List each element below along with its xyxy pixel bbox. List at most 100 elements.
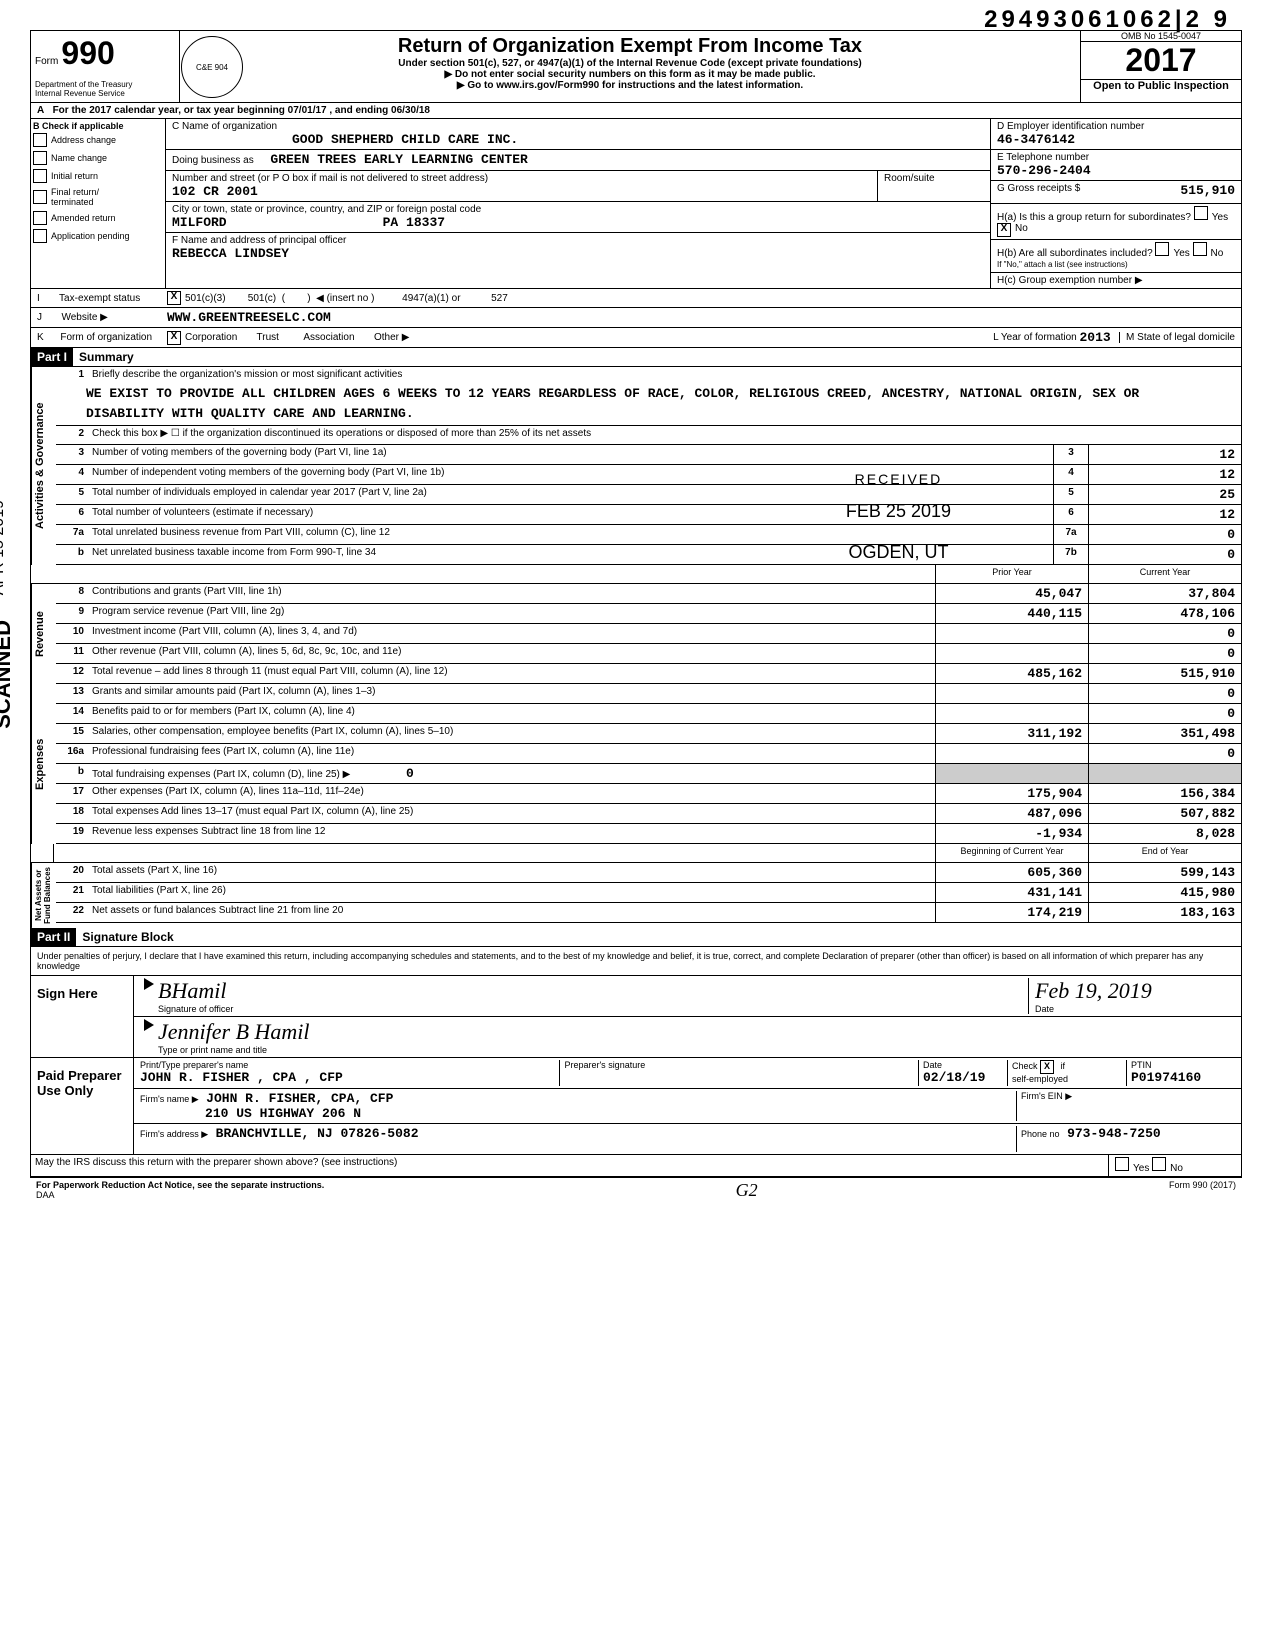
revenue-block: Revenue 8Contributions and grants (Part …: [31, 584, 1241, 684]
section-a: A For the 2017 calendar year, or tax yea…: [31, 103, 1241, 119]
dba-row: Doing business as GREEN TREES EARLY LEAR…: [166, 150, 990, 171]
city-row: City or town, state or province, country…: [166, 202, 990, 233]
addr-row: Number and street (or P O box if mail is…: [166, 171, 990, 202]
firm-name: JOHN R. FISHER, CPA, CFP: [206, 1091, 393, 1106]
cb-pending[interactable]: Application pending: [33, 227, 163, 245]
phone-row: E Telephone number 570-296-2404: [991, 150, 1241, 181]
part1-header-row: Part I Summary: [31, 348, 1241, 367]
officer-signature: BHamil: [158, 978, 226, 1003]
triangle-icon: [144, 1019, 154, 1031]
year-box: OMB No 1545-0047 2017 Open to Public Ins…: [1080, 31, 1241, 102]
sign-here-label: Sign Here: [31, 976, 134, 1057]
part2-title: Signature Block: [76, 928, 179, 946]
hb-no[interactable]: [1193, 242, 1207, 256]
sig-date: Feb 19, 2019: [1035, 978, 1152, 1003]
prep-date: 02/18/19: [923, 1070, 985, 1085]
room-suite: Room/suite: [878, 171, 990, 201]
officer-name: REBECCA LINDSEY: [172, 246, 289, 261]
form-ref: Form 990 (2017): [1169, 1180, 1236, 1201]
part1-title: Summary: [73, 348, 140, 366]
form-org-row: K Form of organization X Corporation Tru…: [31, 328, 1241, 348]
website-value: WWW.GREENTREESELC.COM: [167, 310, 331, 325]
form-title: Return of Organization Exempt From Incom…: [184, 35, 1076, 58]
corp-checkbox[interactable]: X: [167, 331, 181, 345]
dba-name: GREEN TREES EARLY LEARNING CENTER: [270, 152, 527, 167]
line5-val: 25: [1088, 485, 1241, 504]
governance-block: Activities & Governance 1Briefly describ…: [31, 367, 1241, 565]
line6-val: 12: [1088, 505, 1241, 524]
netassets-label: Net Assets orFund Balances: [31, 863, 56, 928]
preparer-name: JOHN R. FISHER , CPA , CFP: [140, 1070, 343, 1085]
self-emp-checkbox[interactable]: X: [1040, 1060, 1054, 1074]
section-b: B Check if applicable Address change Nam…: [31, 119, 166, 288]
declaration-text: Under penalties of perjury, I declare th…: [31, 947, 1241, 976]
org-name-row: C Name of organization GOOD SHEPHERD CHI…: [166, 119, 990, 150]
col-headers-net: Beginning of Current Year End of Year: [31, 844, 1241, 863]
col-headers-rev: Prior Year Current Year: [31, 565, 1241, 584]
hc-row: H(c) Group exemption number ▶: [991, 273, 1241, 288]
form-990-container: 29493061062|2 9 C&E 904 Form 990 Departm…: [30, 30, 1242, 1178]
mission-text: WE EXIST TO PROVIDE ALL CHILDREN AGES 6 …: [56, 382, 1241, 425]
phone-value: 570-296-2404: [997, 163, 1091, 178]
officer-printed-name: Jennifer B Hamil: [158, 1019, 310, 1044]
hb-row: H(b) Are all subordinates included? Yes …: [991, 240, 1241, 273]
footer: For Paperwork Reduction Act Notice, see …: [30, 1178, 1242, 1203]
website-row: J Website ▶ WWW.GREENTREESELC.COM: [31, 308, 1241, 328]
section-c: C Name of organization GOOD SHEPHERD CHI…: [166, 119, 990, 288]
triangle-icon: [144, 978, 154, 990]
cb-initial-return[interactable]: Initial return: [33, 167, 163, 185]
form-prefix: Form: [35, 56, 58, 67]
tax-status-row: I Tax-exempt status X 501(c)(3) 501(c) (…: [31, 289, 1241, 308]
line4-val: 12: [1088, 465, 1241, 484]
ein-value: 46-3476142: [997, 132, 1075, 147]
expenses-label: Expenses: [31, 684, 56, 844]
paid-preparer-row: Paid Preparer Use Only Print/Type prepar…: [31, 1058, 1241, 1155]
ha-row: H(a) Is this a group return for subordin…: [991, 204, 1241, 240]
line2: Check this box ▶ ☐ if the organization d…: [88, 426, 1241, 444]
ha-yes[interactable]: [1194, 206, 1208, 220]
cb-final-return[interactable]: Final return/ terminated: [33, 185, 163, 209]
part1-label: Part I: [31, 348, 73, 366]
form-number: 990: [61, 35, 114, 71]
city-state-zip: MILFORD PA 18337: [172, 215, 445, 230]
discuss-row: May the IRS discuss this return with the…: [31, 1155, 1241, 1177]
section-b-header: B Check if applicable: [33, 121, 163, 131]
line3-val: 12: [1088, 445, 1241, 464]
form-number-box: Form 990 Department of the Treasury Inte…: [31, 31, 180, 102]
governance-label: Activities & Governance: [31, 367, 56, 565]
open-public: Open to Public Inspection: [1081, 79, 1241, 92]
expenses-block: Expenses 13Grants and similar amounts pa…: [31, 684, 1241, 844]
side-date-stamp: APR 15 2019: [0, 500, 8, 595]
tax-year-range: For the 2017 calendar year, or tax year …: [53, 105, 430, 116]
firm-addr2: BRANCHVILLE, NJ 07826-5082: [216, 1126, 419, 1141]
year-formation: 2013: [1079, 330, 1110, 345]
line7b-val: 0: [1088, 545, 1241, 564]
gross-receipts: 515,910: [1180, 183, 1235, 198]
signature-block: Under penalties of perjury, I declare th…: [31, 947, 1241, 1177]
subtitle1: Under section 501(c), 527, or 4947(a)(1)…: [184, 58, 1076, 69]
scanned-stamp: SCANNED: [0, 620, 16, 729]
cb-name-change[interactable]: Name change: [33, 149, 163, 167]
cb-address-change[interactable]: Address change: [33, 131, 163, 149]
officer-row: F Name and address of principal officer …: [166, 233, 990, 263]
501c3-checkbox[interactable]: X: [167, 291, 181, 305]
revenue-label: Revenue: [31, 584, 56, 684]
part2-label: Part II: [31, 928, 76, 946]
sign-here-row: Sign Here BHamil Signature of officer Fe…: [31, 976, 1241, 1058]
cb-amended[interactable]: Amended return: [33, 209, 163, 227]
discuss-yes[interactable]: [1115, 1157, 1129, 1171]
tax-year: 2017: [1081, 42, 1241, 79]
netassets-block: Net Assets orFund Balances 20Total asset…: [31, 863, 1241, 928]
ein-row: D Employer identification number 46-3476…: [991, 119, 1241, 150]
subtitle2: ▶ Do not enter social security numbers o…: [184, 69, 1076, 80]
firm-ein: Firm's EIN ▶: [1017, 1091, 1235, 1121]
title-box: Return of Organization Exempt From Incom…: [180, 31, 1080, 102]
seal-stamp: C&E 904: [181, 36, 243, 98]
discuss-no[interactable]: [1152, 1157, 1166, 1171]
ha-no[interactable]: X: [997, 223, 1011, 237]
subtitle3: ▶ Go to www.irs.gov/Form990 for instruct…: [184, 80, 1076, 91]
hb-yes[interactable]: [1155, 242, 1169, 256]
firm-phone: 973-948-7250: [1067, 1126, 1161, 1141]
paid-label: Paid Preparer Use Only: [31, 1058, 134, 1154]
gross-row: G Gross receipts $ 515,910: [991, 181, 1241, 204]
